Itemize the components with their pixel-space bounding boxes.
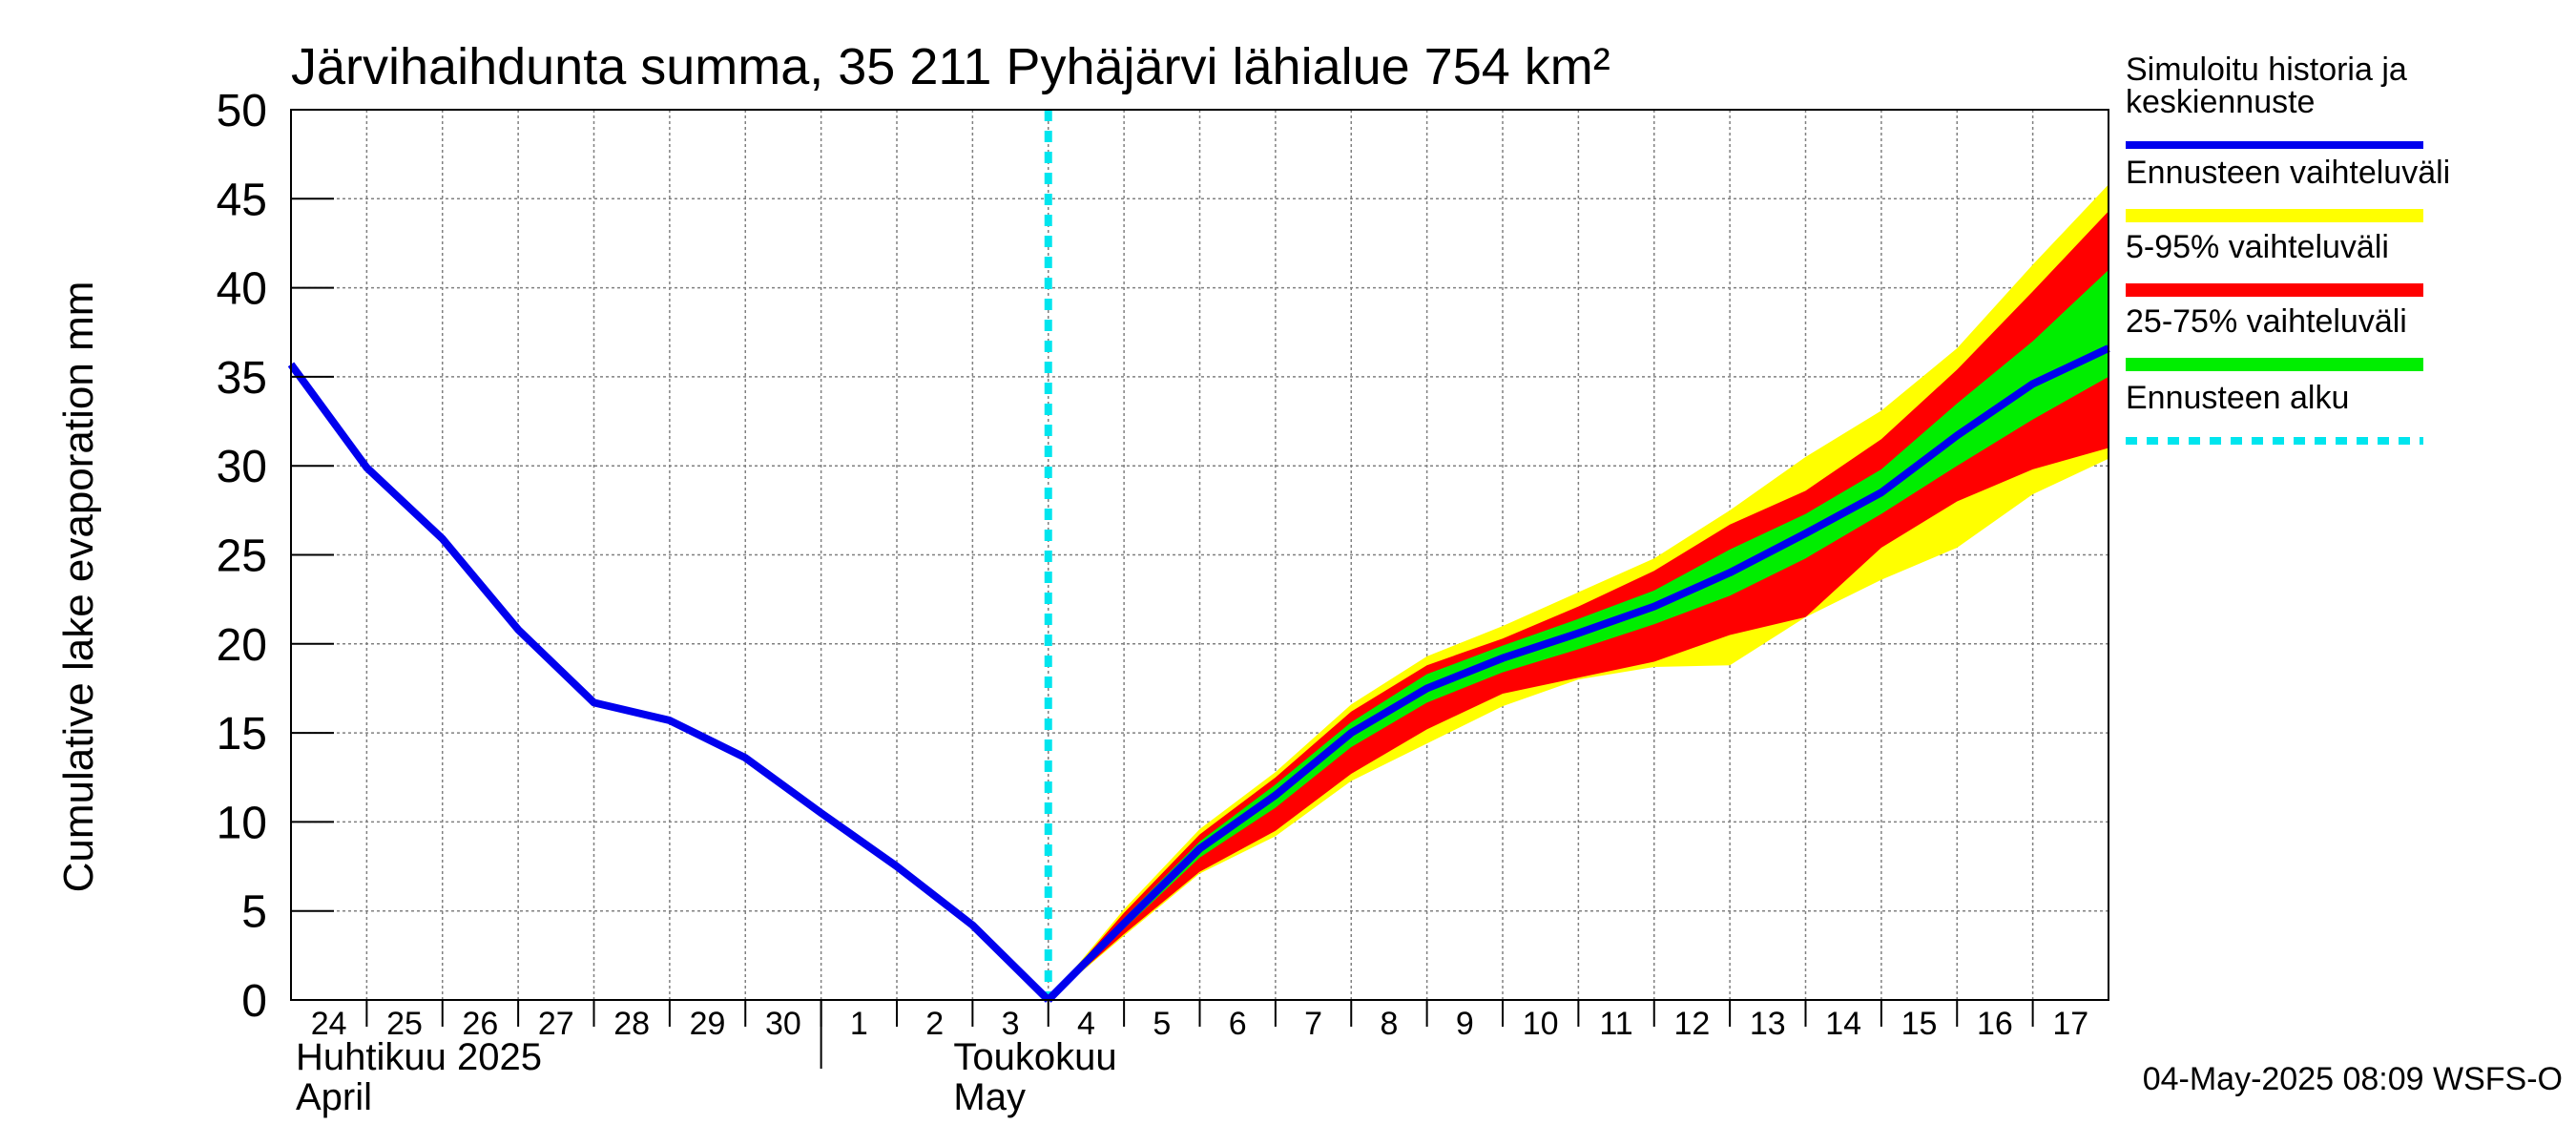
legend-label-hist: Simuloitu historia ja bbox=[2126, 52, 2407, 88]
x-tick-label: 13 bbox=[1750, 1006, 1786, 1042]
x-tick-label: 8 bbox=[1380, 1006, 1398, 1042]
y-tick-label: 45 bbox=[217, 175, 267, 225]
legend-label-start: Ennusteen alku bbox=[2126, 380, 2349, 416]
x-tick-label: 7 bbox=[1304, 1006, 1322, 1042]
x-tick-label: 3 bbox=[1002, 1006, 1020, 1042]
legend-swatch-minmax bbox=[2126, 209, 2423, 222]
month-label-fi: Huhtikuu 2025 bbox=[296, 1036, 542, 1078]
y-axis-label: Cumulative lake evaporation mm bbox=[55, 281, 102, 893]
x-tick-label: 4 bbox=[1077, 1006, 1095, 1042]
y-tick-label: 40 bbox=[217, 264, 267, 315]
y-tick-label: 0 bbox=[241, 976, 267, 1027]
chart-title: Järvihaihdunta summa, 35 211 Pyhäjärvi l… bbox=[291, 38, 1610, 95]
x-tick-label: 16 bbox=[1977, 1006, 2013, 1042]
x-tick-label: 26 bbox=[463, 1006, 499, 1042]
x-tick-label: 10 bbox=[1523, 1006, 1559, 1042]
legend-label-p25_75: 25-75% vaihteluväli bbox=[2126, 303, 2407, 340]
footer-timestamp: 04-May-2025 08:09 WSFS-O bbox=[2143, 1061, 2563, 1097]
x-tick-label: 28 bbox=[613, 1006, 650, 1042]
x-tick-label: 24 bbox=[311, 1006, 347, 1042]
y-tick-label: 20 bbox=[217, 620, 267, 671]
legend-label-hist: keskiennuste bbox=[2126, 84, 2315, 120]
x-tick-label: 2 bbox=[925, 1006, 944, 1042]
x-tick-label: 25 bbox=[386, 1006, 423, 1042]
x-tick-label: 30 bbox=[765, 1006, 801, 1042]
x-tick-label: 14 bbox=[1825, 1006, 1861, 1042]
y-tick-label: 15 bbox=[217, 709, 267, 760]
x-tick-label: 27 bbox=[538, 1006, 574, 1042]
x-tick-label: 11 bbox=[1599, 1006, 1632, 1042]
y-tick-label: 30 bbox=[217, 442, 267, 492]
median-forecast-line bbox=[1045, 344, 2110, 1003]
history-line bbox=[287, 362, 1051, 1003]
x-tick-label: 15 bbox=[1901, 1006, 1938, 1042]
month-label-en: May bbox=[953, 1076, 1026, 1118]
x-tick-label: 5 bbox=[1153, 1006, 1171, 1042]
x-tick-label: 1 bbox=[850, 1006, 868, 1042]
legend-label-minmax: Ennusteen vaihteluväli bbox=[2126, 155, 2450, 191]
legend-swatch-p25_75 bbox=[2126, 358, 2423, 371]
x-tick-label: 17 bbox=[2052, 1006, 2088, 1042]
x-tick-label: 12 bbox=[1674, 1006, 1711, 1042]
y-tick-label: 25 bbox=[217, 531, 267, 582]
x-tick-label: 29 bbox=[690, 1006, 726, 1042]
x-tick-label: 9 bbox=[1456, 1006, 1474, 1042]
legend-swatch-p5_95 bbox=[2126, 283, 2423, 297]
y-tick-label: 10 bbox=[217, 798, 267, 848]
month-label-fi: Toukokuu bbox=[953, 1036, 1116, 1078]
y-tick-label: 50 bbox=[217, 86, 267, 136]
x-tick-label: 6 bbox=[1229, 1006, 1247, 1042]
month-label-en: April bbox=[296, 1076, 372, 1118]
y-tick-label: 35 bbox=[217, 353, 267, 404]
legend-label-p5_95: 5-95% vaihteluväli bbox=[2126, 229, 2389, 265]
y-tick-label: 5 bbox=[241, 887, 267, 938]
